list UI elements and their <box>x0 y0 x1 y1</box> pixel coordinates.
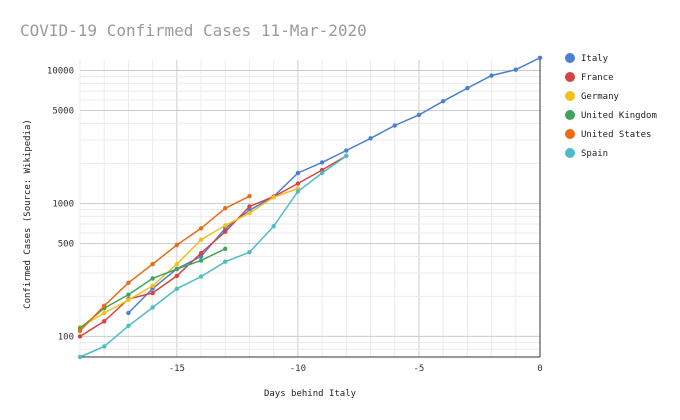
data-point-united-kingdom <box>223 246 228 252</box>
legend-marker-italy <box>565 53 575 63</box>
series-line-germany <box>79 187 299 328</box>
x-tick-label: -15 <box>169 364 185 374</box>
x-tick-label: -5 <box>414 364 425 374</box>
legend-label-france: France <box>581 73 614 83</box>
data-point-france <box>102 319 107 324</box>
data-point-italy <box>513 67 518 72</box>
legend-label-united-kingdom: United Kingdom <box>581 111 657 121</box>
data-point-italy <box>319 160 325 165</box>
data-point-germany <box>247 210 252 216</box>
legend-label-spain: Spain <box>581 149 608 159</box>
data-point-united-states <box>247 193 252 199</box>
data-point-italy <box>416 112 422 118</box>
data-point-united-kingdom <box>198 258 204 263</box>
data-point-germany <box>174 262 180 267</box>
data-point-italy <box>440 98 446 104</box>
data-point-united-states <box>77 328 83 334</box>
legend-marker-united-kingdom <box>565 110 575 120</box>
data-point-france <box>150 290 155 296</box>
data-point-united-kingdom <box>150 276 155 281</box>
axes: -15 -10 -5 0 100 500 1000 5000 10000 <box>47 56 543 374</box>
data-point-spain <box>102 344 107 349</box>
data-point-france <box>295 181 301 186</box>
data-point-italy <box>368 136 373 141</box>
data-point-spain <box>319 170 325 176</box>
data-point-italy <box>489 73 494 78</box>
series-line-italy <box>127 57 541 314</box>
data-point-italy <box>126 310 131 316</box>
legend-marker-germany <box>565 91 575 101</box>
data-point-spain <box>150 305 155 310</box>
x-tick-label: -10 <box>290 364 306 374</box>
data-point-spain <box>247 249 252 255</box>
data-point-spain <box>126 323 131 329</box>
data-point-germany <box>198 237 204 242</box>
data-point-italy <box>198 254 204 259</box>
data-point-italy <box>392 123 397 128</box>
series-line-spain <box>79 155 347 358</box>
y-tick-label: 500 <box>58 239 74 249</box>
data-point-united-states <box>126 280 131 286</box>
legend-marker-spain <box>565 148 575 158</box>
data-point-spain <box>174 286 180 292</box>
data-point-spain <box>77 354 83 360</box>
data-point-united-states <box>174 242 180 248</box>
legend: Italy France Germany United Kingdom United S… <box>565 53 657 159</box>
data-point-spain <box>223 259 228 264</box>
y-tick-label: 5000 <box>52 107 74 117</box>
legend-label-united-states: United States <box>581 130 651 140</box>
data-point-italy <box>537 55 543 61</box>
data-point-spain <box>295 189 301 194</box>
legend-label-italy: Italy <box>581 54 609 64</box>
y-tick-label: 10000 <box>47 67 74 77</box>
data-point-germany <box>150 283 155 289</box>
series-line-united-states <box>79 195 250 332</box>
data-point-italy <box>295 170 301 176</box>
data-point-france <box>77 334 83 339</box>
series-group <box>77 55 543 360</box>
data-point-italy <box>344 148 349 153</box>
data-point-united-states <box>198 226 204 231</box>
y-axis-label: Confirmed Cases (Source: Wikipedia) <box>23 119 33 309</box>
data-point-germany <box>271 195 276 200</box>
data-point-france <box>174 273 180 279</box>
data-point-france <box>223 229 228 234</box>
data-point-united-states <box>223 205 228 211</box>
data-point-france <box>247 204 252 209</box>
y-tick-label: 1000 <box>52 199 74 209</box>
y-tick-label: 100 <box>58 332 74 342</box>
legend-marker-france <box>565 72 575 82</box>
x-tick-label: 0 <box>537 364 542 374</box>
x-axis-label: Days behind Italy <box>264 389 357 399</box>
data-point-united-states <box>102 303 107 308</box>
data-point-italy <box>465 85 470 91</box>
chart-title: COVID-19 Confirmed Cases 11-Mar-2020 <box>20 21 367 40</box>
legend-marker-united-states <box>565 129 575 139</box>
data-point-united-kingdom <box>126 292 131 297</box>
data-point-united-kingdom <box>174 266 180 272</box>
legend-label-germany: Germany <box>581 92 620 102</box>
data-point-france <box>198 250 204 256</box>
data-point-spain <box>271 224 276 229</box>
data-point-germany <box>102 310 107 316</box>
data-point-spain <box>344 153 349 159</box>
data-point-germany <box>223 223 228 228</box>
data-point-spain <box>198 274 204 279</box>
data-point-germany <box>126 297 131 303</box>
data-point-united-states <box>150 261 155 267</box>
